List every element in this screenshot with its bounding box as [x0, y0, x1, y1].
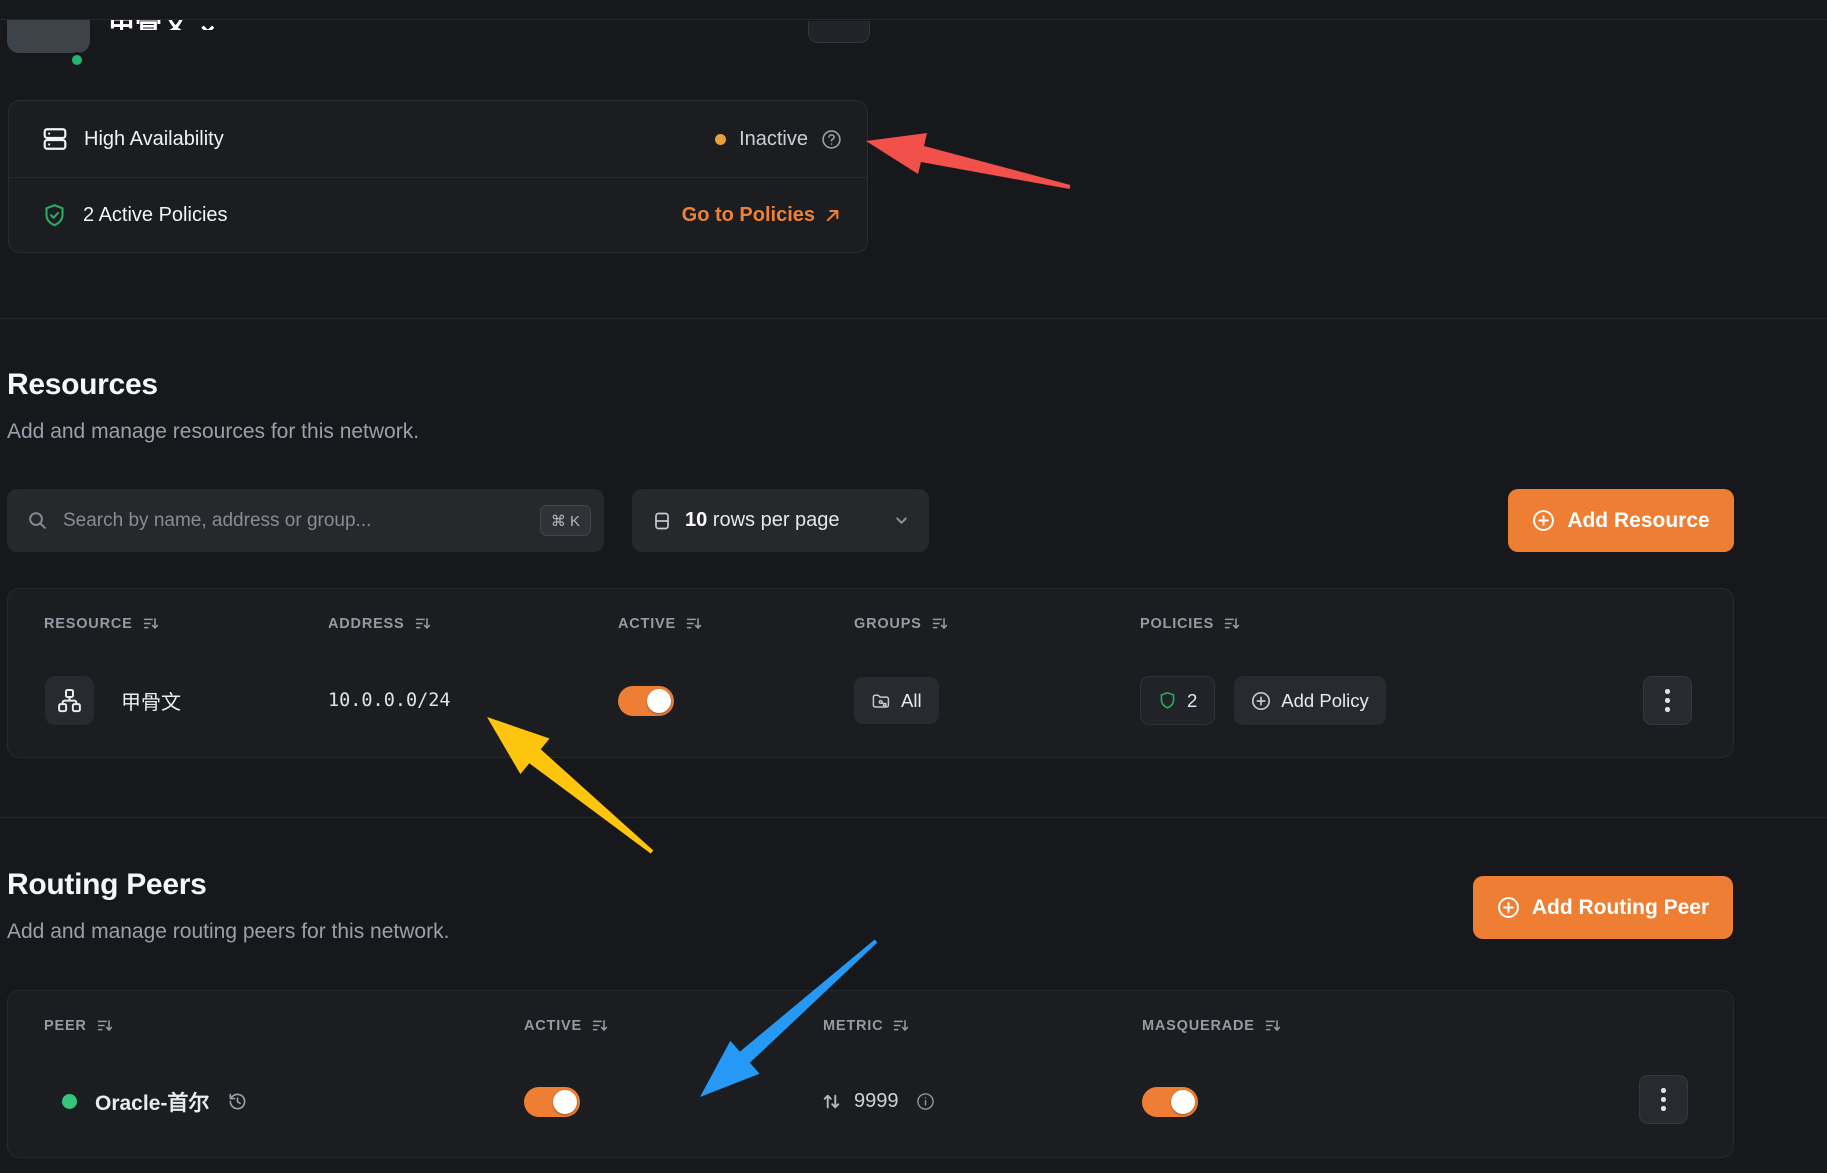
policies-column-header[interactable]: POLICIES [1140, 615, 1240, 632]
add-routing-peer-button[interactable]: Add Routing Peer [1473, 876, 1733, 939]
kebab-icon[interactable] [1639, 1075, 1688, 1124]
metric-column-header[interactable]: METRIC [823, 1017, 909, 1034]
external-link-icon [823, 206, 842, 225]
high-availability-label: High Availability [84, 127, 224, 150]
resources-subtitle: Add and manage resources for this networ… [7, 420, 420, 443]
ha-status-text: Inactive [739, 127, 808, 150]
sort-icon [96, 1017, 113, 1034]
rows-icon [652, 511, 672, 531]
sort-icon [414, 615, 431, 632]
groups-column-header[interactable]: GROUPS [854, 615, 948, 632]
network-summary-card: High Availability Inactive 2 Active Poli… [8, 100, 868, 253]
peer-metric-cell: 9999 [821, 1077, 935, 1126]
resource-type-box [45, 676, 94, 725]
masquerade-column-header[interactable]: MASQUERADE [1142, 1017, 1281, 1034]
active-policies-row: 2 Active Policies Go to Policies [9, 177, 867, 253]
groups-all-badge[interactable]: All [854, 677, 939, 724]
resource-name: 甲骨文 [121, 692, 181, 714]
status-dot [715, 133, 727, 145]
clipped-button[interactable] [808, 21, 870, 43]
active-column-header[interactable]: ACTIVE [524, 1017, 608, 1034]
plus-circle-icon [1251, 691, 1271, 711]
active-policies-label: 2 Active Policies [83, 204, 228, 226]
red-arrow [866, 133, 1071, 189]
rows-per-page-value: 10 [685, 509, 708, 531]
shield-icon [1158, 691, 1177, 710]
rows-per-page-select[interactable]: 10 rows per page [632, 489, 929, 552]
resources-title: Resources [7, 368, 158, 401]
sort-icon [1223, 615, 1240, 632]
plus-circle-icon [1497, 896, 1520, 919]
history-icon [227, 1091, 248, 1112]
resource-groups-cell: All [854, 677, 939, 724]
top-bar [0, 0, 1827, 20]
plus-circle-icon [1532, 509, 1555, 532]
sort-icon [685, 615, 702, 632]
address-column-header[interactable]: ADDRESS [328, 615, 431, 632]
peer-masquerade-toggle[interactable] [1142, 1087, 1198, 1117]
search-input[interactable] [63, 509, 540, 532]
sort-icon [1264, 1017, 1281, 1034]
routing-peers-title: Routing Peers [7, 868, 207, 901]
sort-icon [931, 615, 948, 632]
resource-column-header[interactable]: RESOURCE [44, 615, 159, 632]
peer-row-menu[interactable] [1639, 1075, 1688, 1124]
online-status-dot [69, 52, 85, 68]
resource-policies-cell: 2 Add Policy [1140, 676, 1386, 725]
high-availability-row: High Availability Inactive [9, 101, 867, 177]
peer-active-toggle[interactable] [524, 1087, 580, 1117]
rows-per-page-suffix: rows per page [707, 509, 840, 531]
add-policy-button[interactable]: Add Policy [1234, 676, 1386, 725]
active-column-header[interactable]: ACTIVE [618, 615, 702, 632]
resources-table: RESOURCE ADDRESS ACTIVE GROUPS POLICIES … [7, 588, 1734, 758]
resource-row-menu[interactable] [1643, 676, 1692, 725]
shield-check-icon [42, 203, 67, 228]
kebab-icon[interactable] [1643, 676, 1692, 725]
info-circle-icon[interactable] [916, 1092, 935, 1111]
search-shortcut-badge: ⌘ K [539, 505, 591, 536]
resource-active-toggle[interactable] [618, 686, 674, 716]
peer-column-header[interactable]: PEER [44, 1017, 113, 1034]
section-divider [0, 817, 1827, 818]
peer-name-cell: Oracle-首尔 [62, 1077, 248, 1126]
resource-search: ⌘ K [7, 489, 604, 552]
metric-value: 9999 [854, 1090, 899, 1112]
up-down-arrows-icon [821, 1091, 842, 1112]
resource-address: 10.0.0.0/24 [328, 690, 451, 711]
search-icon [27, 510, 48, 531]
section-divider [0, 318, 1827, 319]
routing-peers-subtitle: Add and manage routing peers for this ne… [7, 920, 450, 943]
sort-icon [591, 1017, 608, 1034]
folder-nodes-icon [871, 691, 891, 711]
clipped-network-avatar[interactable] [7, 14, 90, 68]
policies-count-badge: 2 [1140, 676, 1216, 725]
sort-icon [142, 615, 159, 632]
go-to-policies-link[interactable]: Go to Policies [682, 204, 842, 227]
add-resource-button[interactable]: Add Resource [1508, 489, 1734, 552]
help-circle-icon[interactable] [821, 129, 842, 150]
server-stack-icon [42, 126, 68, 152]
peer-online-dot [62, 1094, 77, 1109]
peer-name: Oracle-首尔 [95, 1091, 210, 1115]
sort-icon [892, 1017, 909, 1034]
routing-peers-table: PEER ACTIVE METRIC MASQUERADE Oracle-首尔 … [7, 990, 1734, 1158]
network-tree-icon [57, 688, 82, 713]
chevron-down-icon [892, 511, 911, 530]
